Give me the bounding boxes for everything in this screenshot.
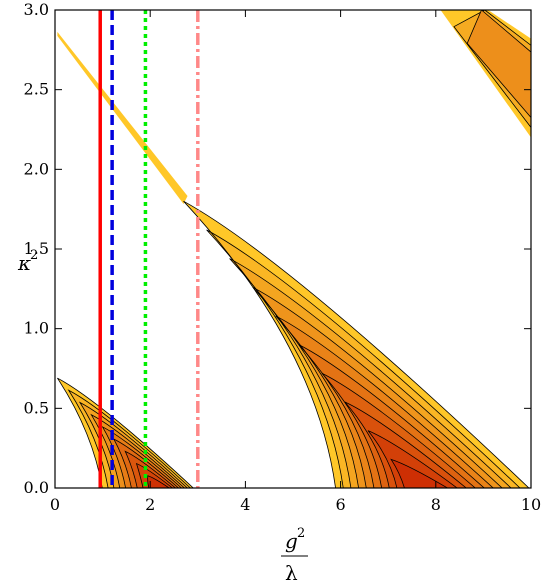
y-tick-label: 0.0 <box>24 478 49 497</box>
lobe-2-contour-7 <box>344 401 467 488</box>
x-axis-label-numerator: g <box>285 529 298 553</box>
y-tick-label: 2.5 <box>24 80 49 99</box>
y-tick-label: 0.5 <box>24 398 49 417</box>
y-axis-label-sup: 2 <box>30 248 38 263</box>
y-tick-label: 2.0 <box>24 159 49 178</box>
lobe-1-contour-3 <box>90 413 186 488</box>
x-tick-label: 4 <box>240 495 250 514</box>
lobe-2-fill-4 <box>275 315 494 488</box>
lobe-2-fill-9 <box>391 459 448 488</box>
x-tick-label: 10 <box>521 495 541 514</box>
lobe-1-contour-1 <box>67 389 191 488</box>
lobe-2-contour-4 <box>275 315 494 488</box>
lobe-1-contour-8 <box>147 475 170 488</box>
x-axis-label-numerator-sup: 2 <box>297 526 305 541</box>
lobe-1-contour-5 <box>112 438 180 488</box>
lobe-2-contour-8 <box>367 430 458 488</box>
lobe-1-contour-6 <box>124 450 177 488</box>
lobe-2-fill-6 <box>321 373 476 488</box>
x-tick-label: 2 <box>145 495 155 514</box>
lobe-2-fill-5 <box>298 344 485 488</box>
lobe-2-contour-5 <box>298 344 485 488</box>
y-tick-label: 1.5 <box>24 239 49 258</box>
y-tick-label: 1.0 <box>24 319 49 338</box>
x-tick-label: 6 <box>336 495 346 514</box>
lobe-2-fill-7 <box>344 401 467 488</box>
lobe-2-contour-9 <box>390 458 449 488</box>
y-axis-label-base: κ <box>17 251 31 275</box>
contour-lines <box>57 10 531 488</box>
lobe-1-fill-6 <box>125 451 176 488</box>
lobe-2-contour-3 <box>252 286 503 488</box>
axis-ticks: 0 2 4 6 8 10 0.0 0.5 1.0 1.5 2.0 2.5 3.0 <box>24 0 542 514</box>
lobe-3-level-2 <box>466 10 531 119</box>
plot-frame <box>54 9 532 489</box>
x-axis-label-denominator: λ <box>285 561 298 585</box>
band <box>57 31 188 205</box>
lobe-2-contour-2 <box>229 258 512 488</box>
lobe-2-fill-8 <box>368 430 458 488</box>
lobe-2-contour-0 <box>183 200 530 488</box>
lobe-1-fill-5 <box>113 439 179 488</box>
contour-fills <box>57 10 531 488</box>
lobe-1-contour-2 <box>78 401 188 488</box>
plot-area <box>57 10 531 488</box>
y-axis-label: κ 2 <box>17 248 38 275</box>
x-tick-label: 0 <box>50 495 60 514</box>
vertical-lines <box>98 10 200 488</box>
lobe-1-contour-0 <box>57 377 194 488</box>
lobe-1-fill-8 <box>147 475 170 488</box>
x-tick-label: 8 <box>431 495 441 514</box>
lobe-2-contour-6 <box>321 372 476 488</box>
x-axis-label: g 2 λ <box>281 526 308 585</box>
y-tick-label: 3.0 <box>24 0 49 19</box>
lobe-2-contour-1 <box>206 229 521 488</box>
